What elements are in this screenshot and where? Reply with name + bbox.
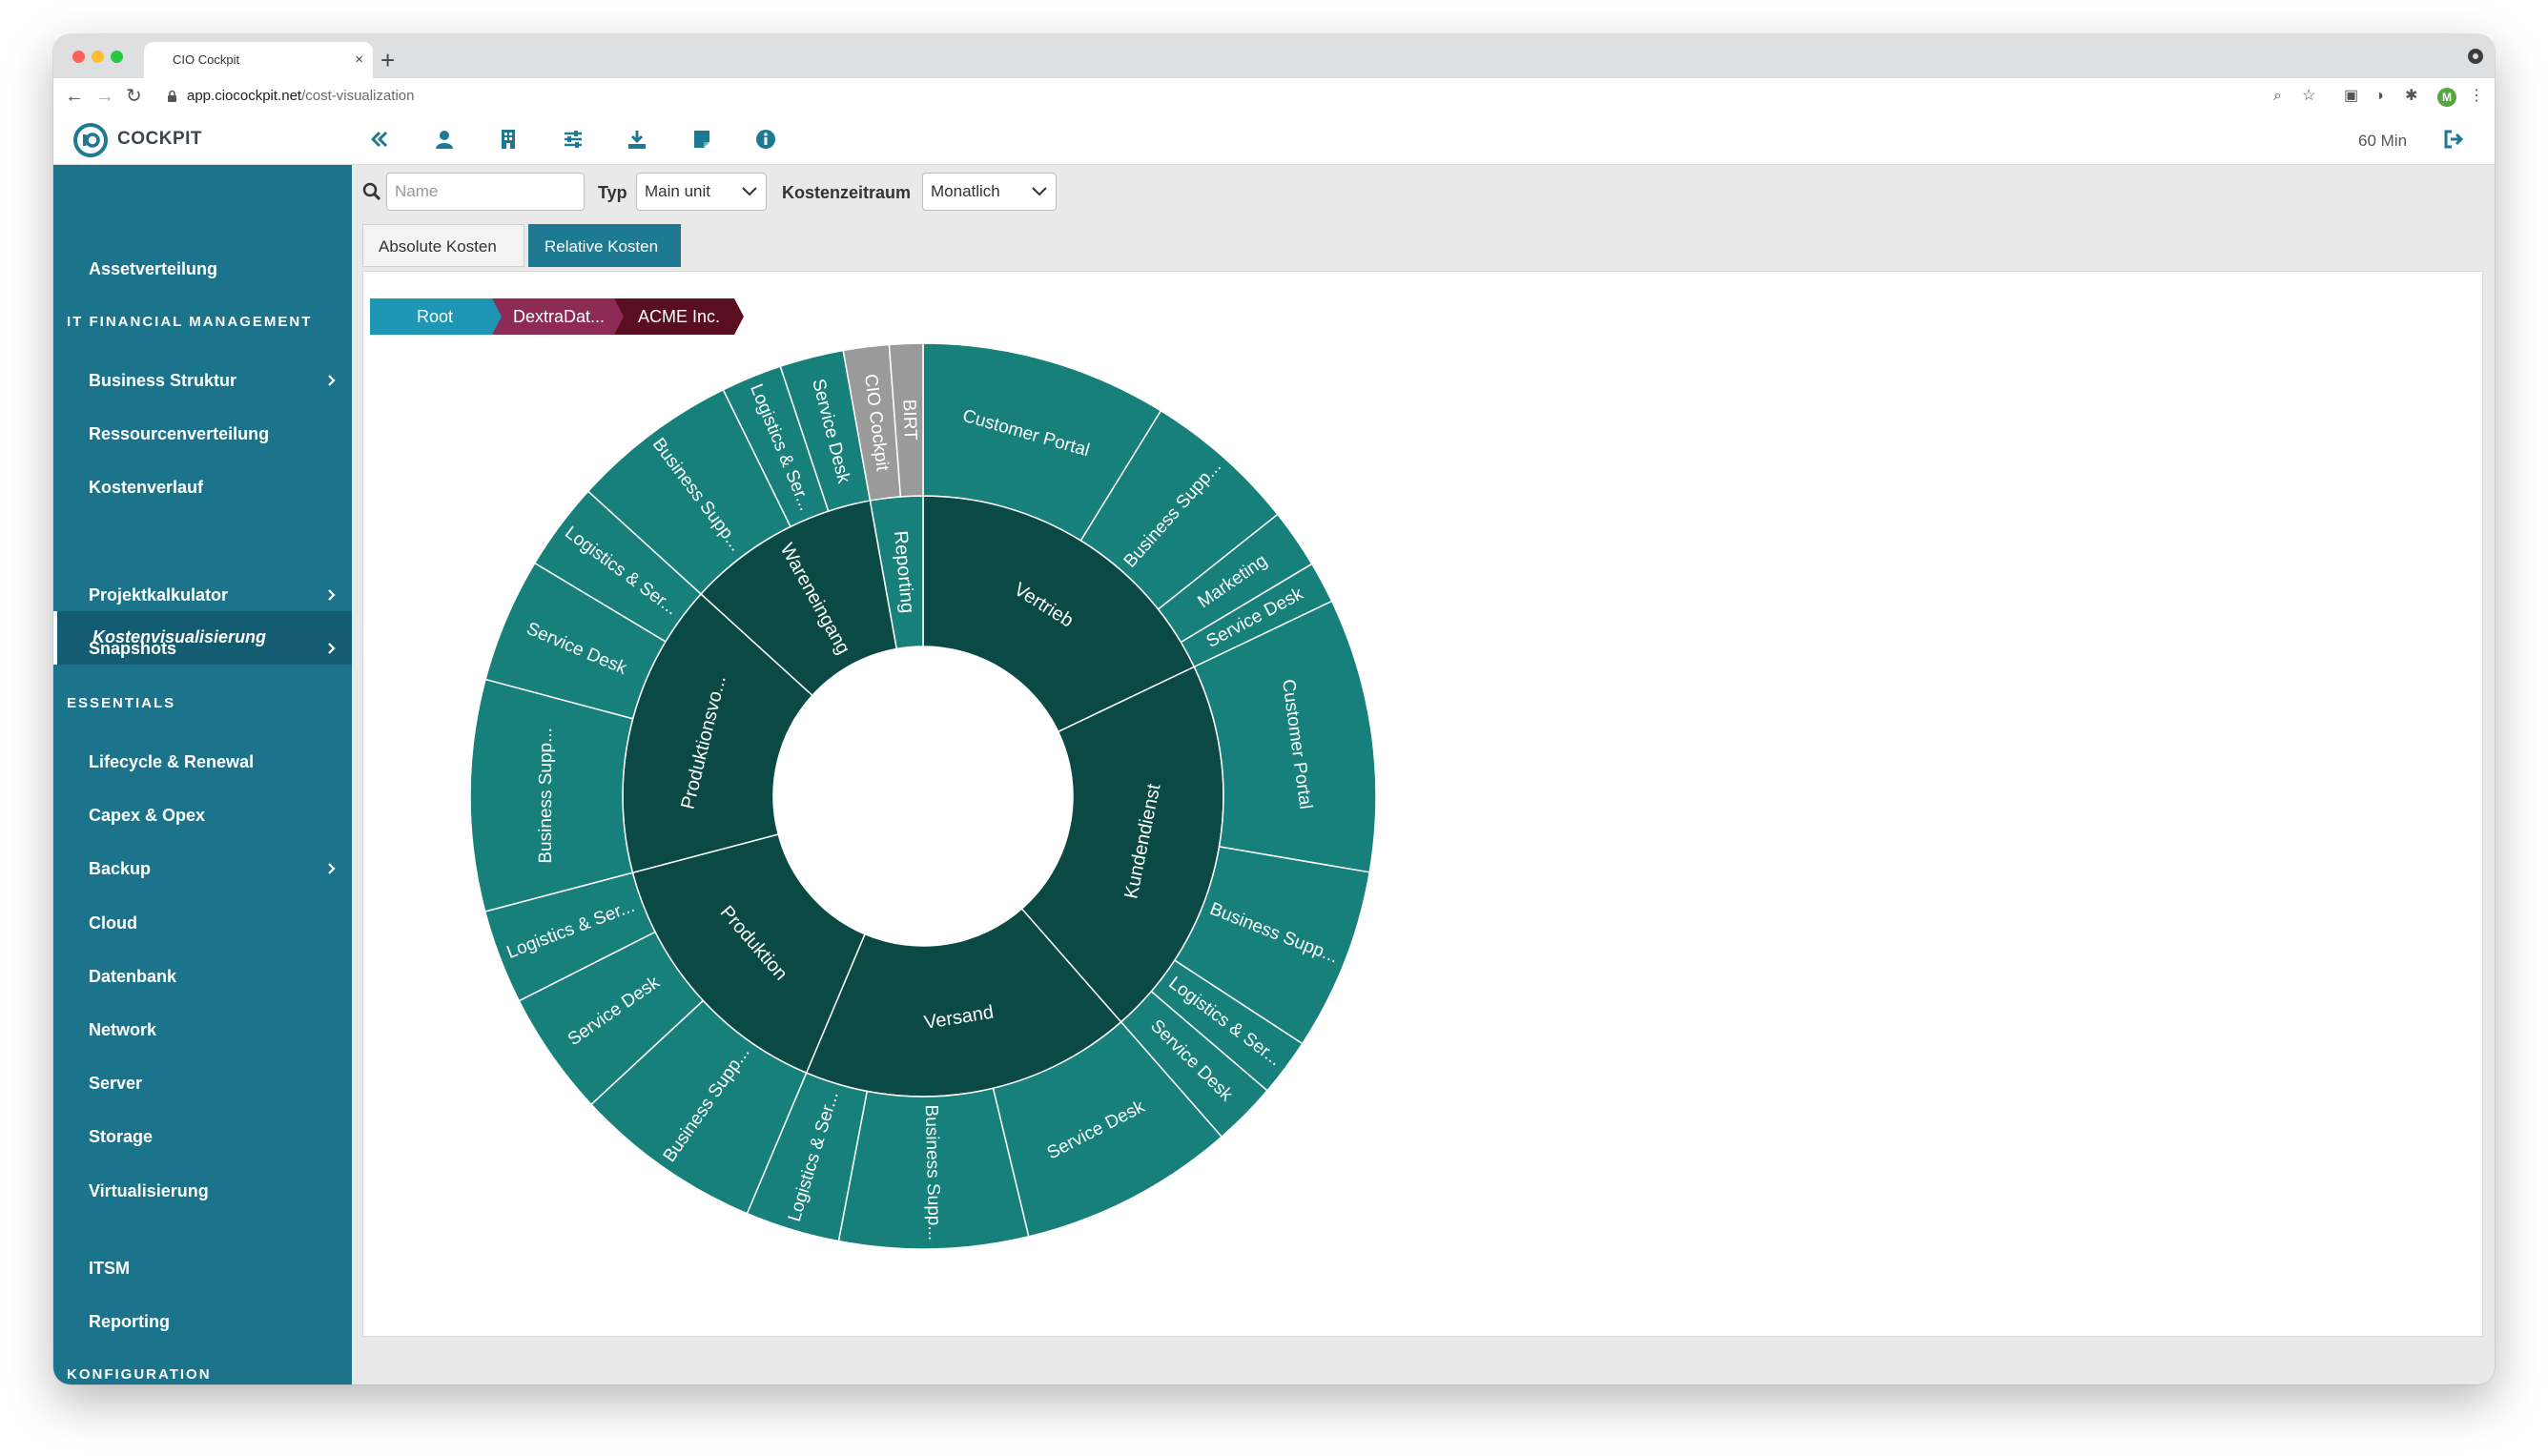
chevron-down-icon xyxy=(1032,187,1047,196)
note-icon[interactable] xyxy=(690,128,713,151)
logo-text: COCKPIT xyxy=(117,129,202,149)
info-icon[interactable] xyxy=(754,128,777,151)
sidebar-item-backup[interactable]: Backup xyxy=(89,859,152,878)
sidebar-item-network[interactable]: Network xyxy=(89,1020,157,1039)
browser-tab-title: CIO Cockpit xyxy=(173,52,240,67)
sidebar-section-essentials: ESSENTIALS xyxy=(67,695,176,711)
zoom-icon[interactable]: ⌕ xyxy=(2273,88,2282,104)
sidebar-section-it-financial-management: IT FINANCIAL MANAGEMENT xyxy=(67,314,313,330)
sidebar-item-server[interactable]: Server xyxy=(89,1074,143,1093)
breadcrumb: Root DextraDat... ACME Inc. xyxy=(370,298,744,335)
app-header: COCKPIT 60 Min xyxy=(53,114,2495,165)
url-field[interactable]: app.ciocockpit.net/cost-visualization xyxy=(187,78,414,114)
user-icon[interactable] xyxy=(433,128,456,151)
sidebar-item-capex-opex[interactable]: Capex & Opex xyxy=(89,806,206,825)
lock-icon xyxy=(168,90,176,102)
sidebar-item-storage[interactable]: Storage xyxy=(89,1127,154,1146)
sidebar-item-itsm[interactable]: ITSM xyxy=(89,1259,130,1278)
type-label: Typ xyxy=(598,183,627,202)
chevron-right-icon xyxy=(328,643,336,654)
sidebar-item-projektkalkulator[interactable]: Projektkalkulator xyxy=(89,585,229,605)
browser-tabstrip: CIO Cockpit × + xyxy=(53,34,2495,78)
breadcrumb-root-label: Root xyxy=(417,307,453,326)
sidebar: Assetverteilung IT FINANCIAL MANAGEMENT … xyxy=(53,165,352,1384)
sunburst-segment-produktionsvo-business-supp-label: Business Supp... xyxy=(536,728,556,864)
breadcrumb-acme[interactable]: ACME Inc. xyxy=(614,298,744,335)
collapse-sidebar-icon[interactable] xyxy=(368,128,391,151)
chevron-right-icon xyxy=(328,863,336,874)
extension-icon[interactable]: ▣ xyxy=(2344,88,2359,104)
sunburst-segment-versand-business-supp-label: Business Supp... xyxy=(921,1104,944,1241)
url-host: app.ciocockpit.net xyxy=(187,88,302,104)
sidebar-item-lifecycle-renewal[interactable]: Lifecycle & Renewal xyxy=(89,752,255,771)
chevron-right-icon xyxy=(328,375,336,386)
breadcrumb-dextradat-label: DextraDat... xyxy=(513,307,605,326)
period-select[interactable]: Monatlich xyxy=(922,173,1057,211)
type-select[interactable]: Main unit xyxy=(636,173,767,211)
cockpit-logo-icon[interactable] xyxy=(72,122,109,158)
chevron-right-icon xyxy=(328,589,336,601)
building-icon[interactable] xyxy=(497,128,520,151)
sidebar-item-reporting[interactable]: Reporting xyxy=(89,1312,170,1331)
period-label: Kostenzeitraum xyxy=(782,183,912,202)
new-tab-button[interactable]: + xyxy=(380,46,396,74)
sidebar-item-label: Kostenvisualisierung xyxy=(92,627,267,646)
browser-window: CIO Cockpit × + ← → ↻ app.ciocockpit.net… xyxy=(53,34,2495,1384)
name-search-input[interactable] xyxy=(386,173,585,211)
bookmark-star-icon[interactable]: ☆ xyxy=(2302,88,2316,104)
browser-menu-dot-icon[interactable] xyxy=(2468,49,2483,64)
password-icon[interactable]: ◑ xyxy=(2374,88,2384,104)
close-tab-icon[interactable]: × xyxy=(355,51,363,68)
type-select-value: Main unit xyxy=(645,182,710,200)
breadcrumb-root[interactable]: Root xyxy=(370,298,503,335)
sidebar-item-assetverteilung[interactable]: Assetverteilung xyxy=(89,259,218,278)
outer-ring xyxy=(470,343,1376,1249)
sidebar-item-cloud[interactable]: Cloud xyxy=(89,913,137,933)
sidebar-item-kostenvisualisierung[interactable]: Kostenvisualisierung xyxy=(53,611,352,665)
maximize-window-icon[interactable] xyxy=(111,51,123,63)
profile-avatar[interactable]: M xyxy=(2437,88,2456,107)
minimize-window-icon[interactable] xyxy=(92,51,104,63)
reload-icon[interactable]: ↻ xyxy=(126,86,142,107)
sidebar-item-snapshots[interactable]: Snapshots xyxy=(89,639,177,658)
url-path: /cost-visualization xyxy=(301,88,415,104)
sidebar-item-business-struktur[interactable]: Business Struktur xyxy=(89,371,237,390)
period-select-value: Monatlich xyxy=(931,182,1000,200)
sliders-icon[interactable] xyxy=(562,128,585,151)
tab-relative-kosten[interactable]: Relative Kosten xyxy=(528,224,681,267)
sidebar-item-datenbank[interactable]: Datenbank xyxy=(89,967,177,986)
back-arrow-icon[interactable]: ← xyxy=(65,86,84,107)
chevron-down-icon xyxy=(742,187,757,196)
sunburst-segment-reporting-birt[interactable] xyxy=(888,343,924,498)
tab-absolute-kosten[interactable]: Absolute Kosten xyxy=(362,224,524,267)
sidebar-item-kostenverlauf[interactable]: Kostenverlauf xyxy=(89,478,204,497)
download-icon[interactable] xyxy=(626,128,648,151)
sidebar-item-virtualisierung[interactable]: Virtualisierung xyxy=(89,1181,209,1200)
kebab-menu-icon[interactable]: ⋮ xyxy=(2469,88,2484,104)
close-window-icon[interactable] xyxy=(72,51,85,63)
address-bar: ← → ↻ app.ciocockpit.net/cost-visualizat… xyxy=(53,78,2495,115)
sidebar-item-ressourcenverteilung[interactable]: Ressourcenverteilung xyxy=(89,424,270,443)
session-timer: 60 Min xyxy=(2358,132,2408,150)
logout-icon[interactable] xyxy=(2442,128,2465,151)
sidebar-section-konfiguration: KONFIGURATION xyxy=(67,1366,212,1383)
breadcrumb-acme-label: ACME Inc. xyxy=(638,307,720,326)
breadcrumb-dextradat[interactable]: DextraDat... xyxy=(492,298,626,335)
browser-tab[interactable]: CIO Cockpit × xyxy=(144,42,373,78)
puzzle-icon[interactable]: ✱ xyxy=(2405,88,2418,104)
forward-arrow-icon[interactable]: → xyxy=(95,86,114,107)
inner-ring xyxy=(622,495,1224,1097)
sunburst-segment-reporting-birt-label: BIRT xyxy=(898,399,920,441)
search-icon xyxy=(362,182,381,201)
